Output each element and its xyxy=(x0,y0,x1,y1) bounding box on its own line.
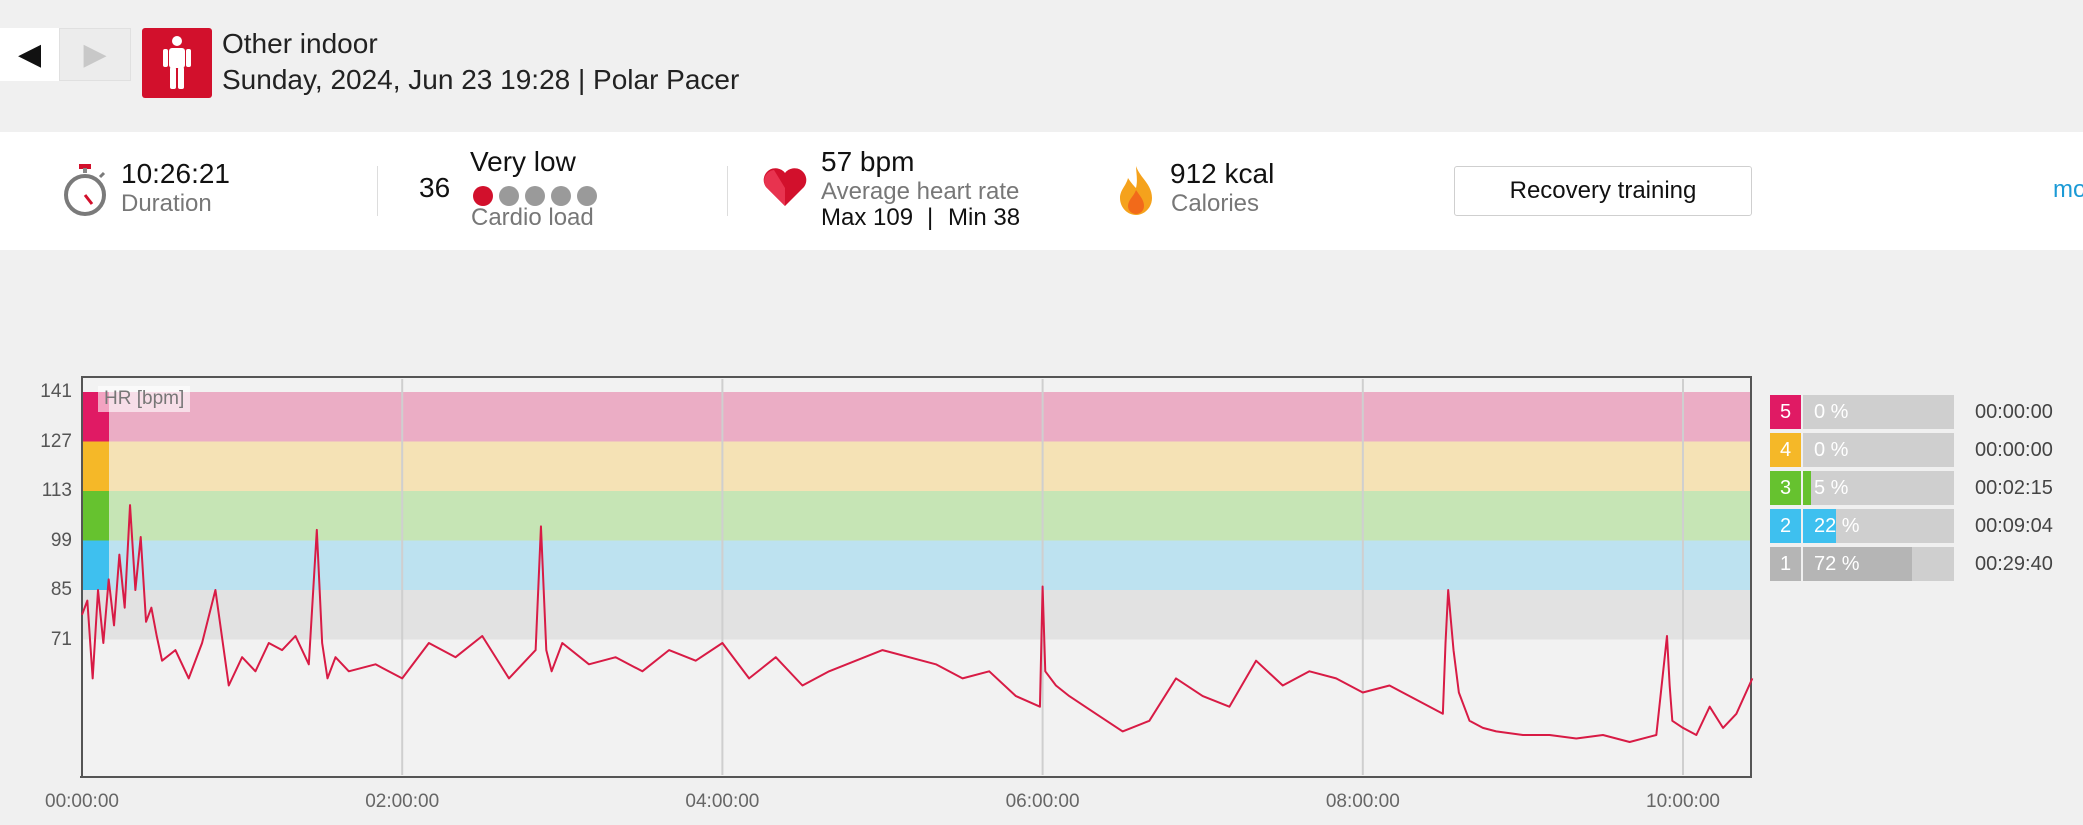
cardio-dot-empty xyxy=(551,186,571,206)
zone-4-marker xyxy=(83,441,109,491)
y-tick-label: 113 xyxy=(41,480,72,501)
zone-row-2: 2 22 % xyxy=(1770,509,1954,543)
page-title: Other indoor xyxy=(222,28,378,59)
cardio-dot-empty xyxy=(525,186,545,206)
zone-number: 1 xyxy=(1770,547,1801,581)
cardio-load-value: 36 xyxy=(419,172,451,203)
person-standing-icon xyxy=(142,28,212,98)
flame-icon xyxy=(1116,164,1156,221)
zone-time: 00:02:15 xyxy=(1975,477,2053,499)
previous-button[interactable]: ◀ xyxy=(0,28,59,81)
cardio-load-level: Very low xyxy=(470,146,576,177)
zone-percent: 22 % xyxy=(1814,515,1860,537)
zone-bar: 5 % xyxy=(1803,471,1954,505)
zone-2-band xyxy=(83,540,1750,590)
y-tick-label: 71 xyxy=(50,628,72,650)
session-subtitle: Sunday, 2024, Jun 23 19:28 | Polar Pacer xyxy=(222,64,740,95)
x-tick-label: 06:00:00 xyxy=(1005,791,1080,812)
zone-bar-fill xyxy=(1803,509,1837,543)
duration-value: 10:26:21 xyxy=(121,158,230,189)
hr-series-line xyxy=(81,504,1754,743)
zone-number: 4 xyxy=(1770,433,1801,467)
zone-time: 00:00:00 xyxy=(1975,401,2053,423)
training-type-button[interactable]: Recovery training xyxy=(1454,166,1752,216)
divider xyxy=(727,166,728,216)
y-tick-label: 85 xyxy=(50,579,72,600)
next-button[interactable]: ▶ xyxy=(59,28,131,81)
y-tick-label: 141 xyxy=(40,381,72,402)
zone-2-marker xyxy=(83,540,109,590)
divider xyxy=(377,166,378,216)
zone-3-marker xyxy=(83,491,109,541)
zone-bar: 72 % xyxy=(1803,547,1954,581)
zone-row-3: 3 5 % xyxy=(1770,471,1954,505)
zone-time: 00:00:00 xyxy=(1975,439,2053,461)
y-tick-label: 99 xyxy=(50,529,72,551)
zone-bar: 0 % xyxy=(1803,433,1954,467)
avg-hr-value: 57 bpm xyxy=(821,146,915,177)
zone-row-1: 1 72 % xyxy=(1770,547,1954,581)
zone-number: 2 xyxy=(1770,509,1801,543)
duration-label: Duration xyxy=(121,190,212,217)
more-link[interactable]: mo xyxy=(2053,176,2083,203)
x-tick-label: 08:00:00 xyxy=(1325,791,1400,812)
zone-time: 00:09:04 xyxy=(1975,515,2053,537)
heart-icon xyxy=(762,166,808,213)
cardio-dot-empty xyxy=(499,186,519,206)
min-hr: Min 38 xyxy=(948,204,1021,231)
zone-row-5: 5 0 % xyxy=(1770,395,1954,429)
calories-value: 912 kcal xyxy=(1170,158,1275,189)
zone-3-band xyxy=(83,491,1750,541)
zone-time: 00:29:40 xyxy=(1975,553,2053,575)
zone-4-band xyxy=(83,441,1750,491)
stopwatch-icon xyxy=(62,164,108,223)
x-tick-label: 04:00:00 xyxy=(685,791,760,812)
zone-percent: 5 % xyxy=(1814,477,1849,499)
zone-bar: 0 % xyxy=(1803,395,1954,429)
summary-bar: 10:26:21 Duration 36 Very low Cardio loa… xyxy=(0,132,2083,250)
zone-5-band xyxy=(83,392,1750,442)
hr-separator: | xyxy=(927,204,934,231)
max-hr: Max 109 xyxy=(821,204,914,231)
arrow-right-icon: ▶ xyxy=(83,38,107,71)
zone-percent: 0 % xyxy=(1814,401,1849,423)
y-tick-label: 127 xyxy=(40,430,72,452)
hr-axis-tag: HR [bpm] xyxy=(98,386,191,412)
zone-number: 3 xyxy=(1770,471,1801,505)
zone-row-4: 4 0 % xyxy=(1770,433,1954,467)
x-tick-label: 10:00:00 xyxy=(1646,791,1720,812)
zone-bar-fill xyxy=(1803,547,1912,581)
arrow-left-icon: ◀ xyxy=(17,38,42,71)
zone-number: 5 xyxy=(1770,395,1801,429)
cardio-dot-empty xyxy=(577,186,597,206)
zone-bar-fill xyxy=(1803,471,1811,505)
zone-bar: 22 % xyxy=(1803,509,1954,543)
zone-1-band xyxy=(83,590,1750,640)
calories-label: Calories xyxy=(1171,190,1260,217)
x-tick-label: 00:00:00 xyxy=(45,791,119,812)
zone-percent: 72 % xyxy=(1814,553,1860,575)
avg-hr-label: Average heart rate xyxy=(821,178,1020,205)
cardio-load-label: Cardio load xyxy=(471,204,594,231)
zone-percent: 0 % xyxy=(1814,439,1849,461)
x-tick-label: 02:00:00 xyxy=(365,791,440,812)
heart-rate-chart[interactable] xyxy=(80,374,1756,778)
cardio-dot-filled xyxy=(473,186,493,206)
